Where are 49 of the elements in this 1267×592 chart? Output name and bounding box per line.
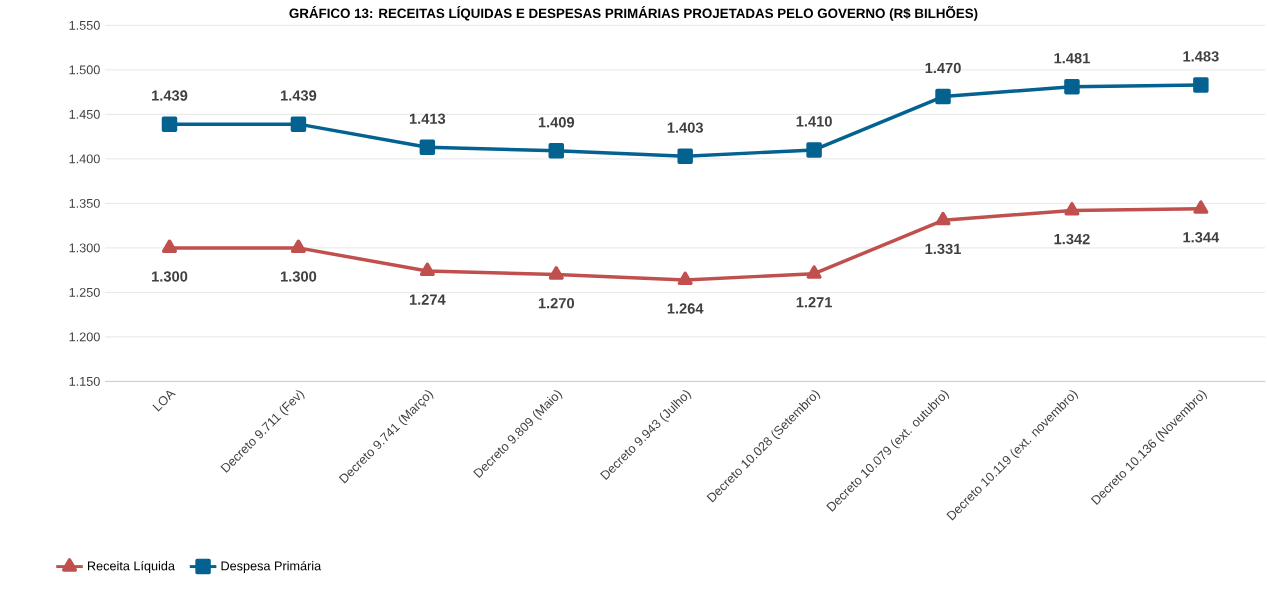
y-tick-label: 1.250 [69, 287, 100, 297]
y-tick-label: 1.300 [69, 243, 100, 253]
data-label: 1.270 [538, 297, 575, 309]
data-label: 1.271 [796, 297, 833, 308]
data-label: 1.331 [925, 243, 961, 255]
point [1193, 77, 1209, 93]
data-label: 1.344 [1183, 232, 1220, 243]
point [419, 262, 435, 277]
legend-label: Receita Líquida [87, 560, 175, 573]
data-label: 1.300 [280, 271, 317, 282]
point [935, 211, 951, 226]
y-tick-label: 1.400 [69, 154, 100, 164]
point [290, 116, 307, 132]
point [161, 116, 178, 132]
data-label: 1.264 [667, 303, 704, 314]
data-label: 1.409 [538, 117, 575, 128]
chart-title: GRÁFICO 13: RECEITAS LÍQUIDAS E DESPESAS PRIMÁRIAS PROJETADAS PELO GOVERNO (R$ BILHÕES) [289, 5, 978, 21]
data-label: 1.439 [152, 90, 188, 101]
point [548, 266, 564, 280]
data-label: 1.439 [280, 90, 317, 101]
point [290, 239, 306, 253]
data-label: 1.342 [1054, 233, 1090, 245]
data-label: 1.300 [152, 271, 188, 282]
point [419, 139, 436, 155]
point [677, 148, 693, 164]
point [806, 142, 822, 158]
y-tick-label: 1.550 [69, 20, 100, 30]
point [1064, 78, 1080, 95]
legend-label: Despesa Primária [221, 560, 322, 573]
data-label: 1.274 [409, 294, 446, 305]
x-tick-label: LOA [152, 390, 176, 412]
point [806, 265, 822, 279]
y-tick-label: 1.200 [69, 332, 100, 342]
point [935, 88, 951, 105]
point [548, 143, 565, 159]
y-tick-label: 1.450 [69, 109, 100, 119]
y-tick-label: 1.150 [69, 376, 100, 386]
point [161, 239, 178, 253]
point [1193, 200, 1209, 214]
y-tick-label: 1.500 [69, 65, 100, 75]
data-label: 1.410 [796, 116, 832, 127]
y-tick-label: 1.350 [69, 198, 100, 208]
data-label: 1.483 [1183, 51, 1219, 62]
data-label: 1.481 [1054, 52, 1090, 64]
data-label: 1.403 [667, 122, 704, 133]
point [1064, 202, 1080, 216]
data-label: 1.470 [925, 62, 961, 74]
data-label: 1.413 [409, 113, 446, 124]
point [677, 271, 693, 285]
